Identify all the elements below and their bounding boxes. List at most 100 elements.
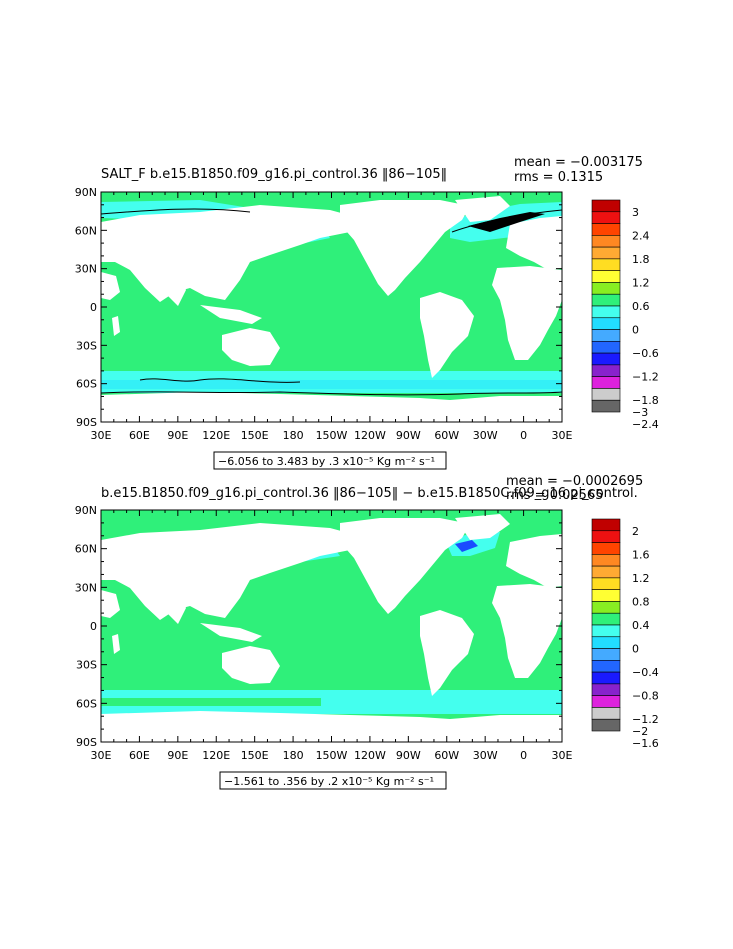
x-tick-label: 30W	[473, 429, 498, 442]
y-tick-label: 30S	[76, 339, 97, 352]
x-tick-label: 30E	[91, 429, 112, 442]
india-landmass	[160, 272, 186, 306]
colorbar-cell	[591, 518, 621, 532]
colorbar-cell	[591, 565, 621, 579]
continents	[101, 196, 562, 422]
x-tick-label: 150E	[241, 749, 269, 762]
africa-landmass	[492, 584, 562, 678]
colorbar-cell	[591, 589, 621, 602]
colorbar-cell	[591, 577, 621, 590]
colorbar-cell	[591, 671, 621, 685]
colorbar-label: −0.6	[632, 347, 659, 360]
colorbar-label: 3	[632, 206, 639, 219]
panel-2: b.e15.B1850.f09_g16.pi_control.36 ‖86−10…	[75, 474, 659, 790]
colorbar-label: −1.6	[632, 737, 659, 750]
colorbar-cell	[591, 695, 621, 708]
panel-1-range-note: −6.056 to 3.483 by .3 x10⁻⁵ Kg m⁻² s⁻¹	[218, 455, 435, 468]
colorbar-label: −0.4	[632, 666, 659, 679]
arctic-contour	[100, 208, 251, 215]
greenland-landmass	[455, 196, 510, 222]
colorbar-label: −3	[632, 406, 648, 419]
x-tick-label: 60E	[129, 749, 150, 762]
y-tick-label: 60S	[76, 378, 97, 391]
x-tick-label: 150W	[316, 429, 348, 442]
panel-1-rms: rms = 0.1315	[514, 170, 603, 185]
colorbar-label: 0	[632, 643, 639, 656]
colorbar-cell	[591, 282, 621, 295]
y-tick-label: 0	[90, 301, 97, 314]
africa-landmass	[492, 266, 562, 360]
panel-2-map	[101, 510, 562, 742]
colorbar-cell	[591, 246, 621, 260]
southern-ocean-band	[101, 371, 562, 393]
colorbar-cell	[591, 341, 621, 354]
colorbar-cell	[591, 293, 621, 307]
panel-2-mean: mean = −0.0002695	[506, 474, 643, 489]
colorbar-cell	[591, 364, 621, 377]
colorbar-cell	[591, 305, 621, 319]
colorbar-cell	[591, 258, 621, 271]
panel-1-colorbar: 3 2.4 1.8 1.2 0.6 0 −0.6 −1.2 −1.8 −2.4−3	[591, 199, 659, 431]
europe-landmass	[506, 216, 562, 270]
panel-2-range-note: −1.561 to .356 by .2 x10⁻⁵ Kg m⁻² s⁻¹	[224, 775, 434, 788]
x-tick-label: 120W	[354, 429, 386, 442]
south-america-landmass	[420, 610, 474, 696]
x-tick-label: 120E	[202, 749, 230, 762]
x-tick-label: 60W	[434, 749, 459, 762]
indonesia-landmass	[200, 305, 262, 324]
greenland-landmass	[455, 514, 510, 540]
colorbar-cell	[591, 683, 621, 696]
colorbar-label: −1.2	[632, 371, 659, 384]
x-tick-label: 150E	[241, 429, 269, 442]
colorbar-cell	[591, 554, 621, 567]
y-tick-label: 90N	[75, 186, 97, 199]
panel-1-title: SALT_F b.e15.B1850.f09_g16.pi_control.36…	[101, 167, 447, 182]
x-tick-label: 180	[283, 749, 304, 762]
colorbar-cell	[591, 211, 621, 224]
continents	[101, 514, 562, 742]
india-landmass	[160, 590, 186, 624]
southern-ocean-inner-band	[101, 380, 562, 389]
panel-1-mean: mean = −0.003175	[514, 155, 643, 170]
colorbar-cell	[591, 329, 621, 342]
colorbar-label: 0.8	[632, 595, 650, 608]
colorbar-label: −1.2	[632, 713, 659, 726]
panel-2-title: b.e15.B1850.f09_g16.pi_control.36 ‖86−10…	[101, 486, 638, 501]
y-tick-label: 30N	[75, 581, 97, 594]
north-america-landmass	[340, 200, 470, 296]
colorbar-cell	[591, 718, 621, 732]
panel-2-rms: rms = 0.02565	[506, 488, 603, 503]
colorbar-label: −1.8	[632, 394, 659, 407]
y-tick-label: 0	[90, 620, 97, 633]
x-tick-label: 0	[520, 429, 527, 442]
colorbar-cell	[591, 399, 621, 413]
x-tick-label: 120E	[202, 429, 230, 442]
panel-2-range-box	[219, 771, 447, 790]
y-tick-label: 30N	[75, 263, 97, 276]
north-atlantic-blue-streak	[455, 540, 478, 552]
colorbar-label: 0.4	[632, 619, 650, 632]
colorbar-label: 1.8	[632, 253, 650, 266]
colorbar-label: 1.2	[632, 276, 650, 289]
north-america-landmass	[340, 518, 470, 614]
madagascar-landmass	[112, 316, 120, 336]
x-tick-label: 150W	[316, 749, 348, 762]
colorbar-label: −2.4	[632, 418, 659, 431]
antarctica-landmass	[101, 392, 562, 422]
y-tick-label: 90S	[76, 416, 97, 429]
colorbar-cell	[591, 376, 621, 389]
indonesia-landmass	[200, 623, 262, 642]
panel-1: SALT_F b.e15.B1850.f09_g16.pi_control.36…	[75, 155, 659, 470]
x-tick-label: 30E	[91, 749, 112, 762]
colorbar-cell	[591, 660, 621, 673]
x-tick-label: 30W	[473, 749, 498, 762]
y-tick-label: 30S	[76, 659, 97, 672]
southern-contour-2	[139, 378, 301, 383]
colorbar-cell	[591, 199, 621, 213]
x-tick-label: 90E	[167, 749, 188, 762]
y-tick-label: 60N	[75, 543, 97, 556]
southern-ocean-green-strip	[101, 698, 321, 706]
colorbar-cell	[591, 388, 621, 401]
